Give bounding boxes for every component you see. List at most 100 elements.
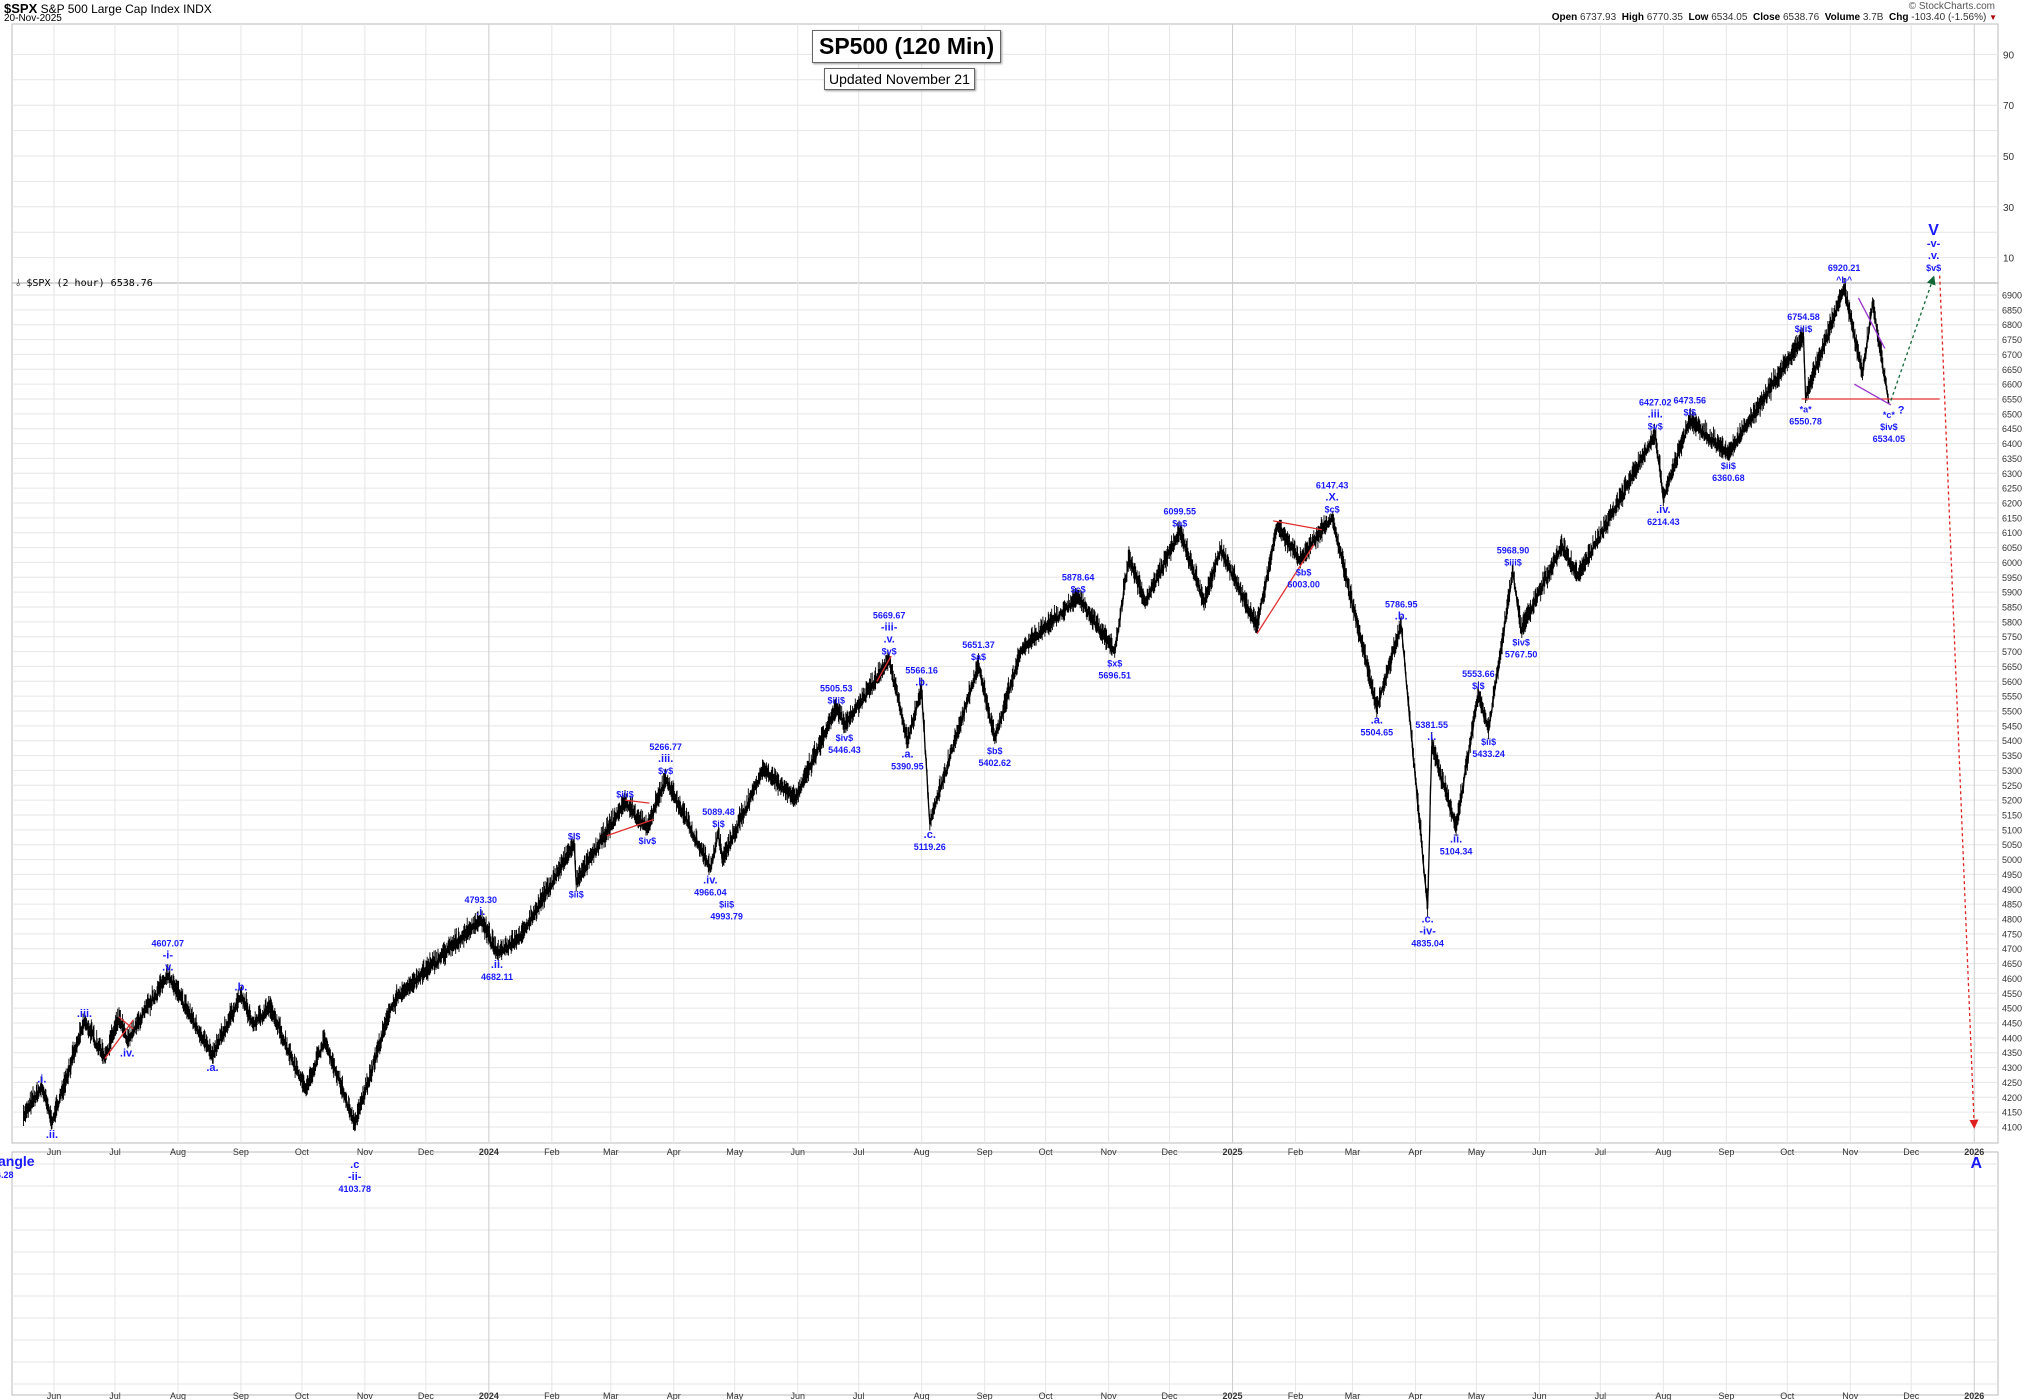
wave-label-group: $ii$ — [569, 889, 584, 899]
red-trendline — [876, 655, 892, 682]
x-tick-label: Mar — [1345, 1147, 1361, 1157]
wave-label: 5786.95 — [1385, 600, 1418, 610]
price-tick-label: 6850 — [2002, 305, 2022, 315]
purple-trendline — [1857, 297, 1886, 349]
wave-label-group: .iv.4966.04 — [694, 875, 727, 898]
lower-x-tick-label: Dec — [1162, 1391, 1179, 1400]
upper-tick-label: 10 — [2003, 254, 2015, 265]
wave-label: .a. — [901, 748, 913, 760]
wave-label-group: 5669.67-iii-.v.$v$ — [873, 610, 906, 656]
price-tick-label: 6050 — [2002, 543, 2022, 553]
price-tick-label: 6400 — [2002, 439, 2022, 449]
wave-label: $b$ — [987, 746, 1003, 756]
wave-label: $b$ — [1296, 568, 1312, 578]
wave-label: $i$ — [1472, 681, 1485, 691]
red-trendline — [606, 818, 654, 837]
wave-label-group: $iv$ 5446.43 — [828, 733, 861, 755]
wave-label: .iv. — [1656, 504, 1670, 516]
wave-label: .c — [350, 1159, 359, 1171]
price-tick-label: 5250 — [2002, 781, 2022, 791]
wave-label: .i. — [476, 906, 485, 918]
price-tick-label: 6800 — [2002, 320, 2022, 330]
high-label: High — [1621, 12, 1644, 23]
high-value: 6770.35 — [1646, 12, 1683, 23]
price-tick-label: 6200 — [2002, 499, 2022, 509]
price-tick-label: 6350 — [2002, 454, 2022, 464]
x-tick-label: Sep — [977, 1147, 993, 1157]
wave-label-group: 5381.55.i. — [1415, 720, 1448, 743]
x-tick-label: 2024 — [479, 1147, 499, 1157]
wave-label: 5504.65 — [1361, 728, 1394, 738]
wave-label: .a. — [206, 1062, 218, 1074]
lower-x-tick-label: Sep — [233, 1391, 249, 1400]
wave-label-group: .c.5119.26 — [914, 829, 946, 852]
lower-x-tick-label: Aug — [1655, 1391, 1671, 1400]
price-tick-label: 4200 — [2002, 1093, 2022, 1103]
lower-x-tick-label: Feb — [1288, 1391, 1304, 1400]
x-tick-label: Jun — [790, 1147, 805, 1157]
lower-x-tick-label: Nov — [1101, 1391, 1118, 1400]
price-bars — [23, 278, 1889, 1132]
triangle-down-icon: ▼ — [1989, 13, 1997, 22]
price-tick-label: 5400 — [2002, 736, 2022, 746]
wave-label: .a. — [1371, 715, 1383, 727]
price-tick-label: 6600 — [2002, 380, 2022, 390]
red-trendline — [104, 1019, 134, 1060]
wave-label: 4793.30 — [464, 895, 497, 905]
wave-label: $v$ — [882, 646, 897, 656]
price-tick-label: 5050 — [2002, 840, 2022, 850]
price-tick-label: 4700 — [2002, 944, 2022, 954]
wave-label: 6534.05 — [1873, 434, 1906, 444]
wave-label-group: 6099.55 $a$ — [1163, 507, 1196, 529]
price-tick-label: 6500 — [2002, 409, 2022, 419]
wave-label: 5767.50 — [1505, 649, 1538, 659]
wave-label: 5266.77 — [649, 742, 682, 752]
wave-label: 5089.48 — [702, 807, 735, 817]
price-tick-label: 4450 — [2002, 1019, 2022, 1029]
x-tick-label: 2025 — [1223, 1147, 1243, 1157]
price-tick-label: 4150 — [2002, 1108, 2022, 1118]
chg-label: Chg — [1889, 12, 1909, 23]
lower-x-tick-label: Oct — [1780, 1391, 1795, 1400]
wave-label: $iv$ — [836, 733, 854, 743]
wave-label-group: 5266.77.iii.$v$ — [649, 742, 682, 776]
lower-x-tick-label: Mar — [1345, 1391, 1361, 1400]
price-tick-label: 4950 — [2002, 870, 2022, 880]
volume-label: Volume — [1824, 12, 1861, 23]
wave-label-group: 5566.16.b. — [905, 665, 938, 688]
price-tick-label: 5750 — [2002, 632, 2022, 642]
wave-label-group: 5553.66 $i$ — [1462, 669, 1495, 691]
lower-x-tick-label: 2025 — [1223, 1391, 1243, 1400]
candle-icon: ⫰ — [16, 278, 21, 289]
lower-x-tick-label: Jul — [1595, 1391, 1607, 1400]
close-label: Close — [1752, 12, 1781, 23]
wave-label: 6920.21 — [1828, 263, 1861, 273]
price-tick-label: 4650 — [2002, 959, 2022, 969]
lower-x-tick-label: May — [1468, 1391, 1486, 1400]
lower-x-tick-label: Oct — [295, 1391, 310, 1400]
price-tick-label: 4600 — [2002, 974, 2022, 984]
x-tick-label: Aug — [170, 1147, 186, 1157]
chart-subtitle: Updated November 21 — [824, 68, 975, 90]
price-tick-label: 5300 — [2002, 766, 2022, 776]
x-tick-label: Feb — [1288, 1147, 1304, 1157]
chg-value: -103.40 (-1.56%) — [1911, 12, 1987, 23]
wave-label-group: *c* $iv$ 6534.05 — [1873, 410, 1906, 444]
x-tick-label: Nov — [1842, 1147, 1859, 1157]
wave-label: 5390.95 — [891, 761, 924, 771]
wave-label: .i. — [1427, 731, 1436, 743]
wave-label: 6360.68 — [1712, 473, 1745, 483]
wave-label: $iv$ — [1512, 637, 1530, 647]
wave-label-group: 4793.30.i. — [464, 895, 497, 918]
lower-x-tick-label: Jul — [109, 1391, 121, 1400]
price-tick-label: 6750 — [2002, 335, 2022, 345]
upper-tick-label: 30 — [2003, 203, 2015, 214]
ohlc-bar: Open 6737.93 High 6770.35 Low 6534.05 Cl… — [1552, 12, 1997, 23]
price-tick-label: 6000 — [2002, 558, 2022, 568]
wave-label-group: $b$ 6003.00 — [1287, 568, 1320, 590]
wave-label-group: .iii. — [77, 1008, 92, 1020]
wave-label-group: $iv$ 5767.50 — [1505, 637, 1538, 659]
wave-label-group: $iv$ — [639, 836, 657, 846]
volume-value: 3.7B — [1862, 12, 1884, 23]
